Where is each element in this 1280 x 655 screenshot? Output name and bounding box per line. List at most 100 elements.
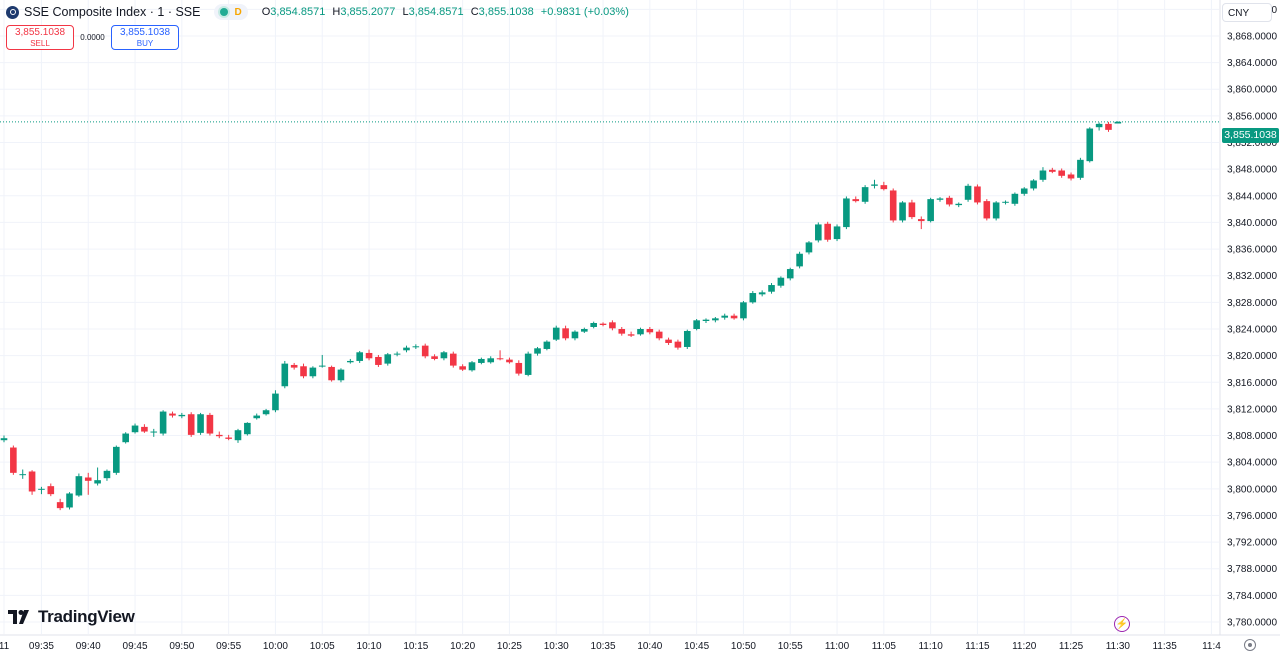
- candle-body: [609, 322, 616, 329]
- time-tick-label: 11:35: [1152, 641, 1177, 652]
- lightning-icon[interactable]: ⚡: [1114, 616, 1130, 632]
- candle-body: [506, 359, 513, 363]
- candle-body: [665, 339, 672, 343]
- candle-body: [122, 433, 129, 443]
- time-axis[interactable]: 11 09:35 09:40 09:45 09:50 09:55 10:00 10:05 10:…: [0, 641, 1221, 652]
- candle-body: [131, 425, 139, 433]
- candle-body: [1095, 123, 1103, 128]
- high-value: 3,855.2077: [340, 6, 396, 18]
- candle-body: [562, 328, 569, 339]
- time-tick-label: 10:05: [310, 641, 335, 652]
- candle-body: [103, 470, 111, 479]
- candle-body: [852, 199, 860, 202]
- candle-body: [618, 328, 626, 334]
- candle-body: [805, 242, 813, 253]
- symbol-title[interactable]: SSE Composite Index · 1 · SSE: [24, 5, 201, 19]
- grid-lines: [0, 0, 1219, 634]
- time-tick-label: 10:10: [357, 641, 382, 652]
- symbol-header[interactable]: SSE Composite Index · 1 · SSE D O3,854.8…: [6, 3, 629, 21]
- candle-body: [94, 480, 101, 484]
- candle-body: [646, 328, 654, 333]
- price-tick-label: 3,788.0000: [1227, 564, 1277, 575]
- candle-body: [28, 471, 36, 492]
- market-open-icon: [220, 8, 229, 16]
- candle-body: [1105, 123, 1112, 130]
- price-tick-label: 3,828.0000: [1227, 298, 1277, 309]
- time-tick-label: 10:40: [637, 641, 662, 652]
- time-tick-label: 11:4: [1202, 641, 1221, 652]
- candle-body: [861, 187, 869, 202]
- candle-body: [524, 353, 532, 375]
- price-tick-label: 3,804.0000: [1227, 458, 1277, 469]
- time-tick-label: 10:30: [544, 641, 569, 652]
- candle-body: [234, 430, 242, 441]
- candle-body: [637, 328, 644, 335]
- candle-body: [693, 320, 700, 329]
- currency-selector[interactable]: CNY: [1222, 3, 1272, 22]
- candle-body: [159, 411, 167, 434]
- candle-body: [1077, 159, 1084, 178]
- candle-body: [627, 334, 635, 336]
- candle-body: [141, 426, 148, 432]
- time-tick-label: 10:55: [778, 641, 803, 652]
- candle-body: [777, 277, 785, 286]
- price-axis[interactable]: 3,872.00003,868.00003,864.00003,860.0000…: [1227, 5, 1277, 629]
- candle-body: [768, 285, 775, 292]
- candle-body: [721, 315, 729, 318]
- candle-body: [356, 352, 363, 361]
- candle-body: [440, 352, 448, 359]
- candle-body: [309, 367, 317, 377]
- candle-body: [552, 327, 560, 340]
- candle-body: [1039, 170, 1047, 180]
- candle-body: [974, 186, 981, 203]
- candle-body: [992, 202, 1000, 219]
- buy-button[interactable]: 3,855.1038 BUY: [111, 25, 179, 50]
- change-value: +0.9831 (+0.03%): [540, 6, 629, 18]
- candle-body: [487, 358, 495, 363]
- tradingview-logo[interactable]: TradingView: [8, 607, 135, 627]
- time-tick-label: 11: [0, 641, 10, 652]
- sell-price: 3,855.1038: [14, 27, 66, 38]
- tradingview-logo-icon: [8, 610, 29, 624]
- candle-body: [300, 366, 307, 377]
- candle-body: [599, 323, 607, 325]
- candle-body: [478, 358, 485, 363]
- high-label: H: [332, 6, 341, 18]
- time-tick-label: 10:50: [731, 641, 756, 652]
- candle-body: [880, 185, 888, 190]
- time-tick-label: 11:25: [1059, 641, 1084, 652]
- candle-body: [534, 348, 541, 354]
- candle-body: [590, 322, 597, 327]
- low-label: L: [402, 6, 409, 18]
- last-price-label: 3,855.1038: [1222, 128, 1279, 143]
- trade-buttons: 3,855.1038 SELL 0.0000 3,855.1038 BUY: [6, 25, 179, 51]
- candle-body: [655, 331, 663, 339]
- sell-button[interactable]: 3,855.1038 SELL: [6, 25, 74, 50]
- market-status[interactable]: D: [214, 4, 248, 20]
- candle-body: [1086, 128, 1094, 162]
- price-tick-label: 3,780.0000: [1227, 618, 1277, 629]
- time-tick-label: 09:45: [123, 641, 148, 652]
- price-tick-label: 3,832.0000: [1227, 271, 1277, 282]
- buy-label: BUY: [136, 39, 154, 48]
- candle-body: [75, 476, 83, 496]
- candle-body: [384, 354, 392, 364]
- candle-body: [328, 366, 335, 381]
- time-tick-label: 10:45: [684, 641, 709, 652]
- candle-body: [543, 341, 551, 349]
- candle-body: [871, 184, 878, 186]
- candle-body: [964, 185, 972, 200]
- settings-gear-icon[interactable]: [1244, 639, 1256, 651]
- candle-body: [56, 502, 64, 509]
- candle-body: [1002, 201, 1009, 203]
- buy-price: 3,855.1038: [119, 27, 171, 38]
- price-tick-label: 3,824.0000: [1227, 324, 1277, 335]
- close-value: 3,855.1038: [478, 6, 534, 18]
- candle-body: [515, 362, 523, 374]
- candle-body: [815, 224, 822, 241]
- delayed-badge: D: [234, 6, 242, 18]
- price-tick-label: 3,812.0000: [1227, 404, 1277, 415]
- price-tick-label: 3,808.0000: [1227, 431, 1277, 442]
- time-tick-label: 09:50: [169, 641, 194, 652]
